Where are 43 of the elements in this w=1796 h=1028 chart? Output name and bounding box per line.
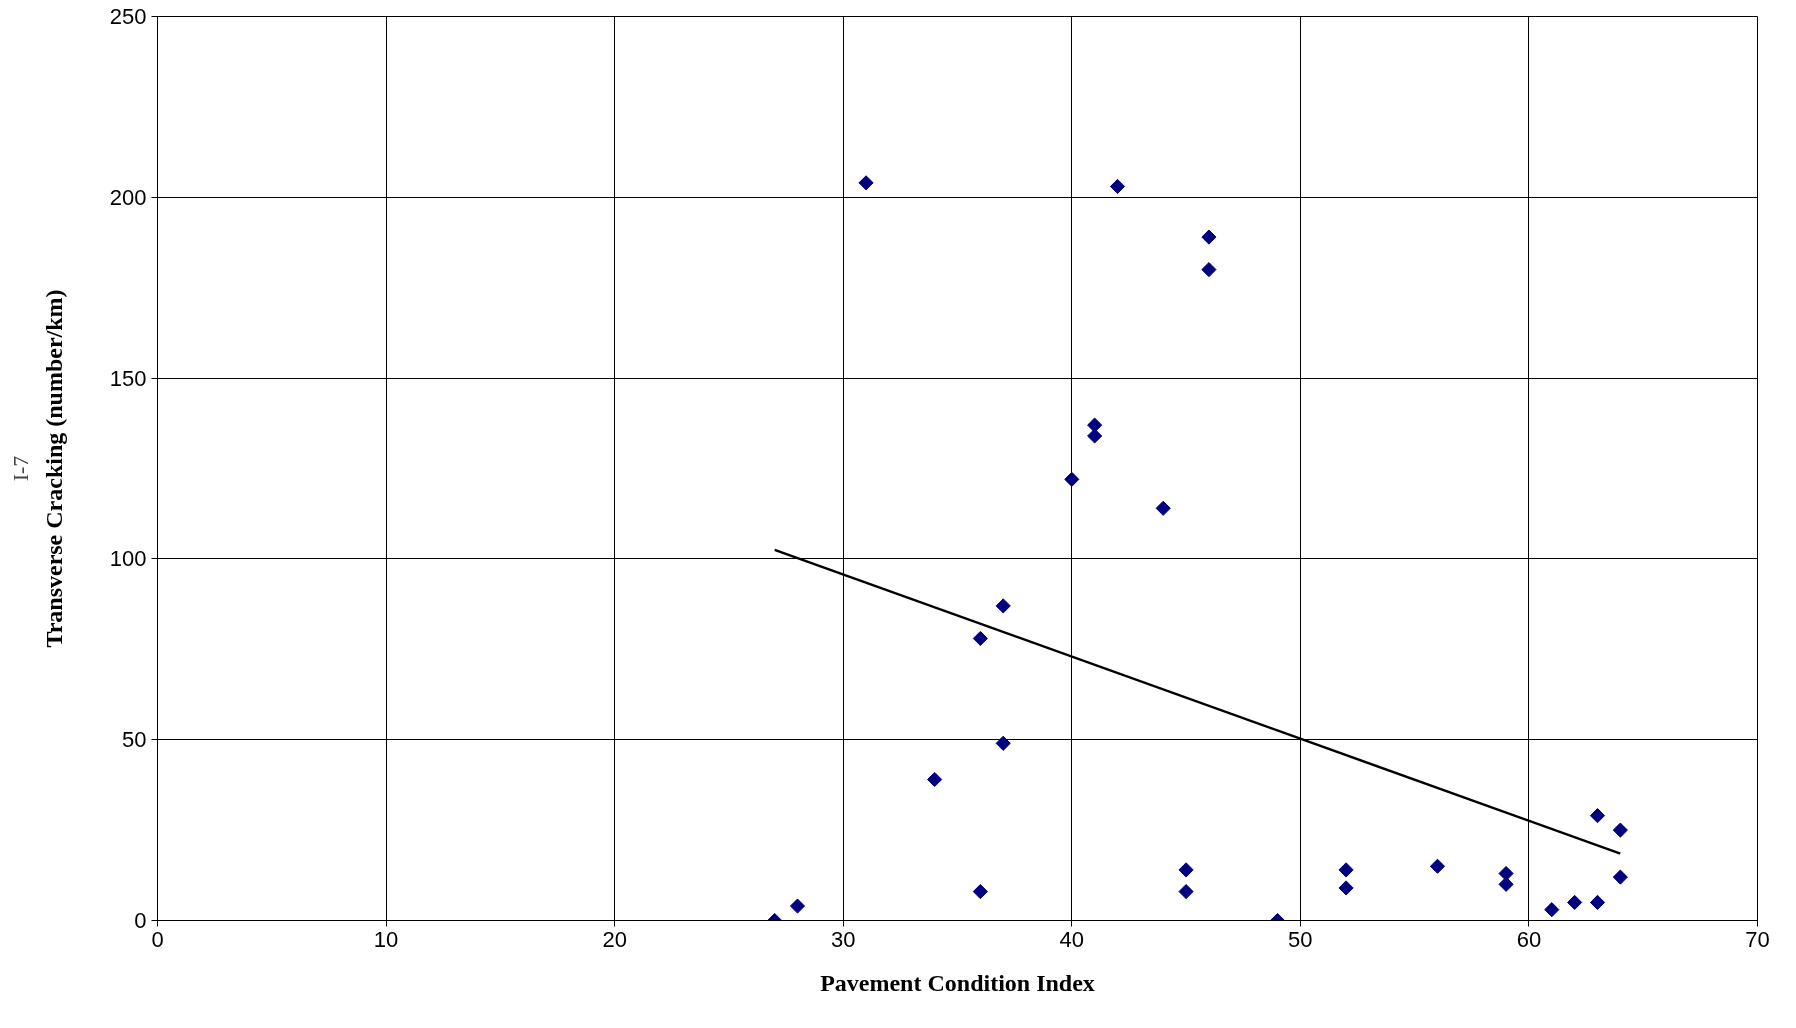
point	[972, 884, 988, 900]
point	[1087, 428, 1103, 444]
x-tick-label: 40	[1059, 926, 1085, 952]
y-tick-label: 150	[109, 365, 147, 391]
point	[1338, 880, 1354, 896]
point	[1589, 894, 1606, 910]
point	[1109, 178, 1126, 195]
point	[1178, 862, 1194, 878]
point	[1567, 894, 1583, 910]
y-tick-label: 250	[109, 4, 147, 29]
x-tick-label: 10	[373, 926, 399, 952]
x-tick-label: 20	[602, 926, 627, 952]
point	[1338, 862, 1354, 878]
y-axis-title: Transverse Cracking (number/km)	[40, 289, 67, 648]
point	[1612, 869, 1628, 885]
x-tick-label: 0	[151, 926, 164, 952]
point	[1429, 858, 1446, 874]
x-tick-label: 60	[1516, 926, 1542, 952]
y-tick-label: 0	[134, 908, 147, 933]
point	[789, 898, 806, 914]
point	[995, 598, 1011, 614]
point	[1155, 500, 1171, 516]
y-tick-label: 200	[109, 184, 147, 210]
x-axis-title: Pavement Condition Index	[820, 969, 1095, 996]
y-tick-label: 50	[122, 727, 147, 753]
y-tick-label: 100	[109, 546, 147, 572]
point	[1064, 471, 1080, 487]
point	[1544, 902, 1560, 918]
point	[1589, 808, 1606, 824]
point	[995, 735, 1011, 751]
point	[1178, 884, 1194, 900]
point	[1612, 822, 1628, 838]
x-tick-label: 70	[1745, 926, 1770, 952]
point	[1201, 262, 1217, 278]
x-tick-label: 50	[1288, 926, 1313, 952]
x-tick-label: 30	[830, 926, 856, 952]
point	[1087, 417, 1103, 433]
point	[927, 771, 943, 788]
point	[972, 630, 988, 647]
point	[1498, 876, 1514, 892]
point	[1201, 229, 1217, 245]
point	[858, 175, 874, 191]
text: I-7	[7, 455, 33, 482]
